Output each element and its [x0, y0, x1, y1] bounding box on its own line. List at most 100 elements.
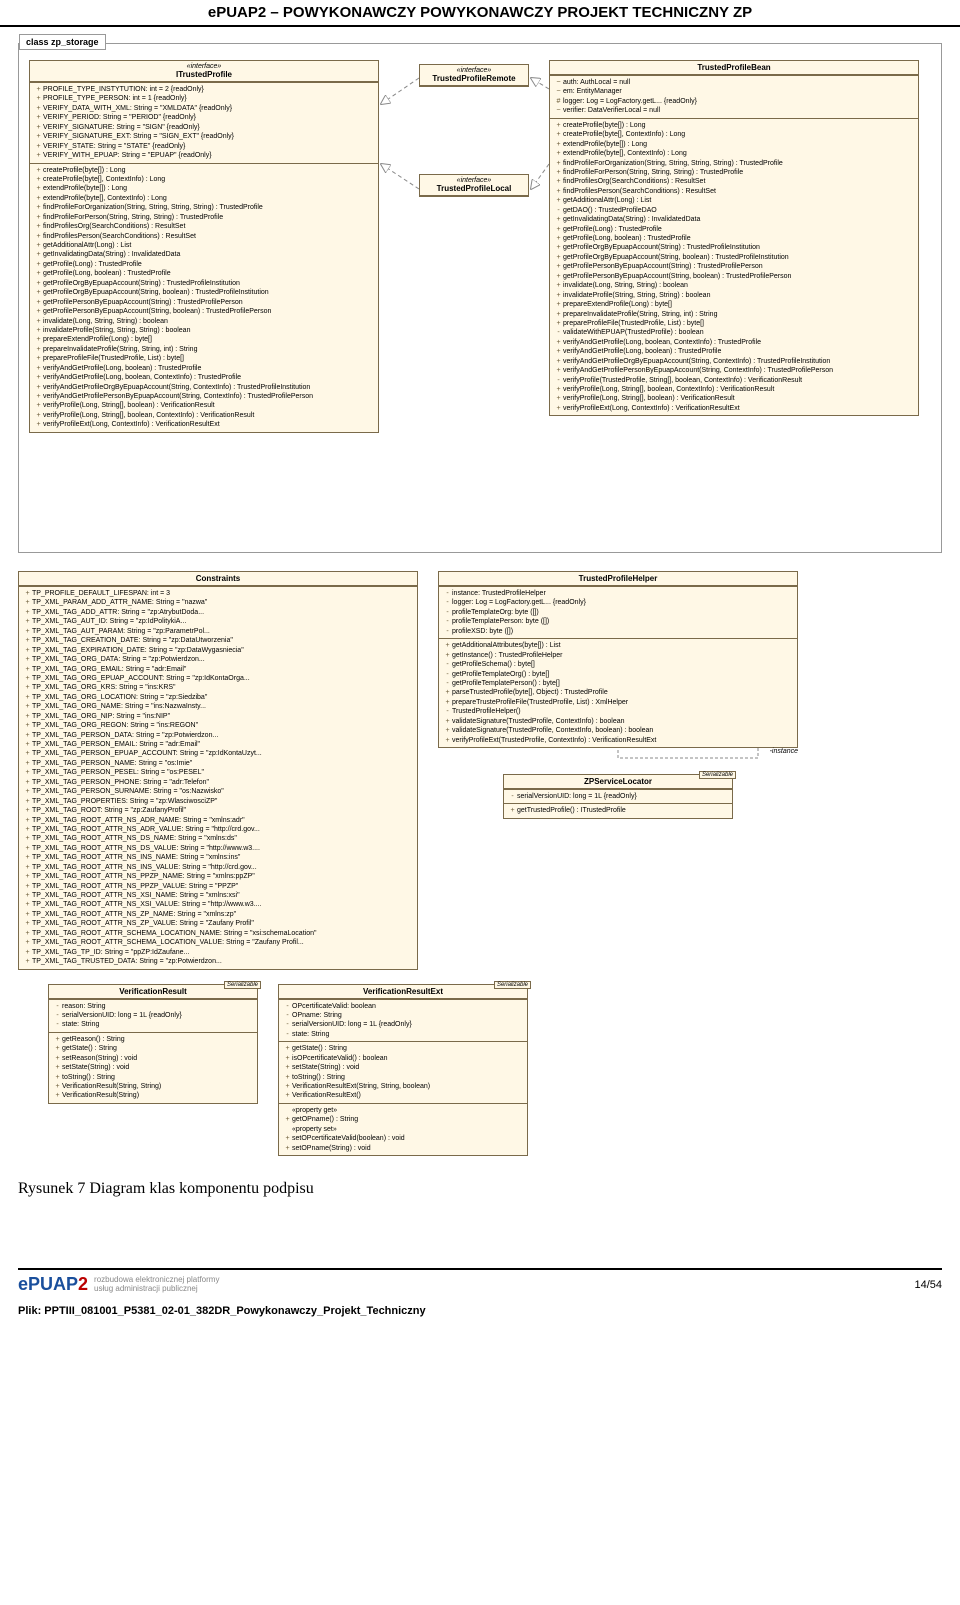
member-row: +getProfile(Long, boolean) : TrustedProf…	[554, 234, 914, 243]
class-itrustedprofile: «interface»ITrustedProfile +PROFILE_TYPE_…	[29, 60, 379, 433]
member-row: +getProfileOrgByEpuapAccount(String) : T…	[34, 279, 374, 288]
member-row: +prepareExtendProfile(Long) : byte[]	[34, 335, 374, 344]
member-row: -profileTemplateOrg: byte ([])	[443, 608, 793, 617]
member-row: +getProfilePersonByEpuapAccount(String, …	[34, 307, 374, 316]
member-row: -getProfileTemplatePerson() : byte[]	[443, 679, 793, 688]
member-row: +setState(String) : void	[53, 1063, 253, 1072]
member-row: +getAdditionalAttr(Long) : List	[554, 196, 914, 205]
member-row: +TP_XML_TAG_PERSON_EPUAP_ACCOUNT: String…	[23, 749, 413, 758]
class-constraints: Constraints +TP_PROFILE_DEFAULT_LIFESPAN:…	[18, 571, 418, 970]
member-row: +VERIFY_PERIOD: String = "PERIOD" {readO…	[34, 113, 374, 122]
member-row: +PROFILE_TYPE_INSTYTUTION: int = 2 {read…	[34, 85, 374, 94]
member-row: +getProfileOrgByEpuapAccount(String, boo…	[34, 288, 374, 297]
member-row: +verifyAndGetProfileOrgByEpuapAccount(St…	[554, 357, 914, 366]
member-row: +findProfilesOrg(SearchConditions) : Res…	[554, 177, 914, 186]
member-row: +prepareInvalidateProfile(String, String…	[554, 310, 914, 319]
member-row: +TP_XML_TAG_ORG_EMAIL: String = "adr:Ema…	[23, 665, 413, 674]
member-row: +verifyProfile(Long, String[], boolean) …	[34, 401, 374, 410]
class-title: VerificationResultExt	[279, 985, 527, 999]
uml-package: class zp_storage «interface»ITrustedProf…	[18, 43, 942, 553]
member-row: +getProfileOrgByEpuapAccount(String, boo…	[554, 253, 914, 262]
member-row: +TP_XML_TAG_ADD_ATTR: String = "zp:Atryb…	[23, 608, 413, 617]
member-row: +verifyProfile(Long, String[], boolean, …	[554, 385, 914, 394]
member-row: +findProfilesPerson(SearchConditions) : …	[34, 232, 374, 241]
member-row: +extendProfile(byte[]) : Long	[34, 184, 374, 193]
member-row: +getAdditionalAttr(Long) : List	[34, 241, 374, 250]
member-row: +invalidate(Long, String, String) : bool…	[34, 317, 374, 326]
member-row: +prepareProfileFile(TrustedProfile, List…	[34, 354, 374, 363]
member-row: +TP_XML_TAG_ROOT_ATTR_SCHEMA_LOCATION_VA…	[23, 938, 413, 947]
member-row: +getProfilePersonByEpuapAccount(String) …	[34, 298, 374, 307]
instance-arrow	[438, 748, 798, 768]
member-row: +getState() : String	[283, 1044, 523, 1053]
member-row: +getInvalidatingData(String) : Invalidat…	[554, 215, 914, 224]
class-title: Constraints	[19, 572, 417, 586]
member-row: +TP_XML_TAG_PERSON_EMAIL: String = "adr:…	[23, 740, 413, 749]
member-row: +setOPname(String) : void	[283, 1144, 523, 1153]
compartment: -reason: String-serialVersionUID: long =…	[49, 999, 257, 1032]
class-title: «interface»TrustedProfileLocal	[420, 175, 528, 196]
class-title: TrustedProfileBean	[550, 61, 918, 75]
member-row: +TP_XML_TAG_ORG_EPUAP_ACCOUNT: String = …	[23, 674, 413, 683]
compartment: +getReason() : String+getState() : Strin…	[49, 1032, 257, 1103]
member-row: ~em: EntityManager	[554, 87, 914, 96]
member-row: +prepareInvalidateProfile(String, String…	[34, 345, 374, 354]
member-row: +extendProfile(byte[], ContextInfo) : Lo…	[554, 149, 914, 158]
member-row: +TP_XML_TAG_ROOT_ATTR_SCHEMA_LOCATION_NA…	[23, 929, 413, 938]
member-row: +TP_XML_TAG_ORG_DATA: String = "zp:Potwi…	[23, 655, 413, 664]
member-row: -serialVersionUID: long = 1L {readOnly}	[508, 792, 728, 801]
member-row: +VERIFY_SIGNATURE: String = "SIGN" {read…	[34, 123, 374, 132]
member-row: +verifyAndGetProfilePersonByEpuapAccount…	[34, 392, 374, 401]
member-row: #logger: Log = LogFactory.getL... {readO…	[554, 97, 914, 106]
badge: Serializable	[699, 771, 736, 779]
compartment: -serialVersionUID: long = 1L {readOnly}	[504, 789, 732, 803]
member-row: +prepareProfileFile(TrustedProfile, List…	[554, 319, 914, 328]
member-row: +verifyProfile(Long, String[], boolean) …	[554, 394, 914, 403]
member-row: +getProfileOrgByEpuapAccount(String) : T…	[554, 243, 914, 252]
member-row: +verifyAndGetProfile(Long, boolean, Cont…	[554, 338, 914, 347]
member-row: +createProfile(byte[], ContextInfo) : Lo…	[554, 130, 914, 139]
member-row: +TP_XML_TAG_ROOT_ATTR_NS_INS_NAME: Strin…	[23, 853, 413, 862]
member-row: +extendProfile(byte[]) : Long	[554, 140, 914, 149]
member-row: «property get»	[283, 1106, 523, 1115]
class-title: «interface»ITrustedProfile	[30, 61, 378, 82]
member-row: +invalidate(Long, String, String) : bool…	[554, 281, 914, 290]
class-title: ZPServiceLocator	[504, 775, 732, 789]
member-row: +PROFILE_TYPE_PERSON: int = 1 {readOnly}	[34, 94, 374, 103]
instance-label: -instance	[770, 748, 798, 755]
member-row: +VerificationResult(String)	[53, 1091, 253, 1100]
member-row: +TP_XML_TAG_ORG_NIP: String = "ins:NIP"	[23, 712, 413, 721]
member-row: +TP_XML_TAG_ROOT_ATTR_NS_PPZP_VALUE: Str…	[23, 882, 413, 891]
member-row: +TP_PROFILE_DEFAULT_LIFESPAN: int = 3	[23, 589, 413, 598]
member-row: +invalidateProfile(String, String, Strin…	[34, 326, 374, 335]
member-row: +TP_XML_TAG_ROOT: String = "zp:ZaufanyPr…	[23, 806, 413, 815]
class-title: «interface»TrustedProfileRemote	[420, 65, 528, 86]
member-row: -getDAO() : TrustedProfileDAO	[554, 206, 914, 215]
member-row: -serialVersionUID: long = 1L {readOnly}	[283, 1020, 523, 1029]
package-label: class zp_storage	[19, 34, 106, 50]
member-row: +toString() : String	[283, 1073, 523, 1082]
member-row: +TP_XML_TAG_TP_ID: String = "ppZP:IdZauf…	[23, 948, 413, 957]
member-row: +VERIFY_SIGNATURE_EXT: String = "SIGN_EX…	[34, 132, 374, 141]
member-row: +TP_XML_TAG_ORG_KRS: String = "ins:KRS"	[23, 683, 413, 692]
member-row: +verifyProfileExt(Long, ContextInfo) : V…	[554, 404, 914, 413]
class-tphelper: TrustedProfileHelper-instance: TrustedPr…	[438, 571, 798, 748]
member-row: +getProfilePersonByEpuapAccount(String, …	[554, 272, 914, 281]
member-row: -OPcertificateValid: boolean	[283, 1002, 523, 1011]
page: class zp_storage «interface»ITrustedProf…	[0, 33, 960, 1174]
member-row: +TP_XML_TAG_ROOT_ATTR_NS_INS_VALUE: Stri…	[23, 863, 413, 872]
member-row: +TP_XML_TAG_PERSON_SURNAME: String = "os…	[23, 787, 413, 796]
member-row: +verifyProfileExt(Long, ContextInfo) : V…	[34, 420, 374, 429]
compartment: -instance: TrustedProfileHelper-logger: …	[439, 586, 797, 638]
member-row: ~verifier: DataVerifierLocal = null	[554, 106, 914, 115]
member-row: +TP_XML_TAG_PERSON_DATA: String = "zp:Po…	[23, 731, 413, 740]
member-row: +getInstance() : TrustedProfileHelper	[443, 651, 793, 660]
member-row: +getOPname() : String	[283, 1115, 523, 1124]
member-row: +verifyAndGetProfile(Long, boolean) : Tr…	[34, 364, 374, 373]
page-footer: ePUAP2 rozbudowa elektronicznej platform…	[18, 1268, 942, 1299]
member-row: +TP_XML_TAG_PERSON_PHONE: String = "adr:…	[23, 778, 413, 787]
member-row: +TP_XML_TAG_ROOT_ATTR_NS_ADR_NAME: Strin…	[23, 816, 413, 825]
member-row: +getProfile(Long, boolean) : TrustedProf…	[34, 269, 374, 278]
badge: Serializable	[494, 981, 531, 989]
member-row: -instance: TrustedProfileHelper	[443, 589, 793, 598]
